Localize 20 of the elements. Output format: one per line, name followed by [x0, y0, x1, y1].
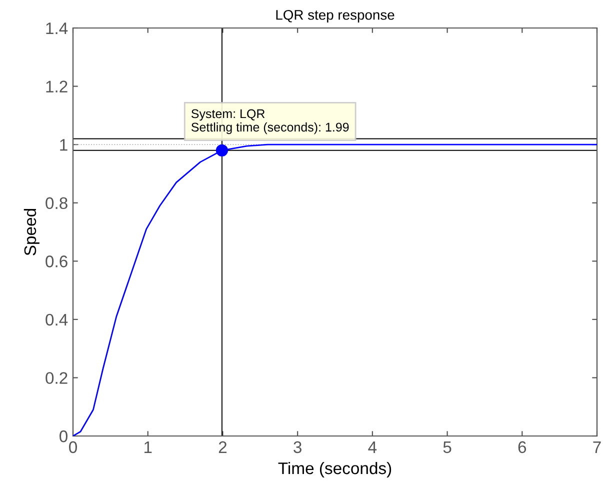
y-tick-label: 0.2: [46, 372, 68, 384]
annotation: System: LQR Settling time (seconds): 1.99: [191, 109, 349, 134]
y-tick-label: 0: [60, 430, 68, 442]
x-tick-label: 1: [144, 441, 152, 453]
y-axis-title: Speed: [24, 208, 40, 256]
x-tick-label: 3: [294, 441, 302, 454]
y-tick-label: 0.6: [46, 256, 68, 268]
y-tick-label: 1.4: [46, 22, 68, 34]
y-tick-label: 0.4: [46, 314, 68, 326]
x-tick-label: 0: [69, 441, 77, 454]
x-axis-title: Time (seconds): [278, 462, 392, 478]
x-tick-label: 4: [368, 441, 377, 453]
y-tick-label: 1: [60, 139, 68, 151]
y-tick-label: 0.8: [46, 197, 68, 210]
x-tick-label: 6: [518, 441, 526, 454]
y-tick-label: 1.2: [46, 80, 68, 92]
x-tick-label: 7: [593, 441, 601, 453]
x-tick-label: 5: [443, 441, 452, 454]
x-tick-label: 2: [218, 441, 227, 453]
chart-title: LQR step response: [276, 10, 394, 23]
